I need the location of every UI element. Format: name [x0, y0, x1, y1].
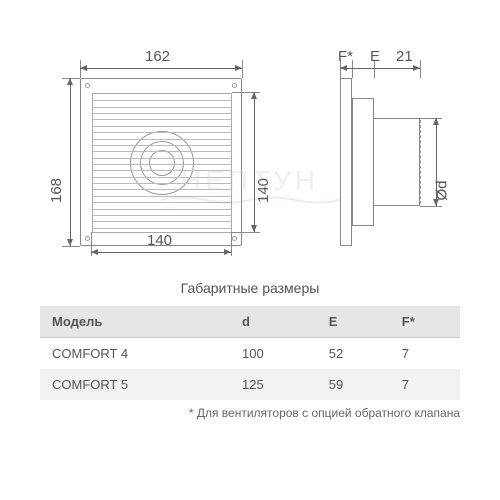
- front-view: [80, 78, 242, 246]
- table-row: COMFORT 5125597: [40, 369, 460, 400]
- diagram-area: 162 168 140 140 F* E 21 Ød НЕПТУН: [40, 30, 460, 260]
- inner-panel: [92, 93, 232, 233]
- th-f: F*: [390, 306, 460, 338]
- th-model: Модель: [40, 306, 230, 338]
- dim-inner-height: 140: [255, 178, 272, 203]
- side-view: [340, 78, 440, 246]
- th-d: d: [230, 306, 317, 338]
- table-row: COMFORT 4100527: [40, 338, 460, 370]
- dimensions-table: Модель d E F* COMFORT 4100527COMFORT 512…: [40, 306, 460, 400]
- table-title: Габаритные размеры: [40, 280, 460, 296]
- dim-outer-height: 168: [48, 178, 65, 203]
- dim-f-label: F*: [338, 48, 353, 65]
- dim-fixed: 21: [396, 48, 413, 65]
- dim-diameter: Ød: [434, 180, 451, 200]
- footnote: * Для вентиляторов с опцией обратного кл…: [40, 406, 460, 420]
- dim-e-label: E: [370, 48, 380, 65]
- dim-inner-width: 140: [147, 232, 172, 249]
- th-e: E: [317, 306, 390, 338]
- dim-outer-width: 162: [145, 48, 170, 65]
